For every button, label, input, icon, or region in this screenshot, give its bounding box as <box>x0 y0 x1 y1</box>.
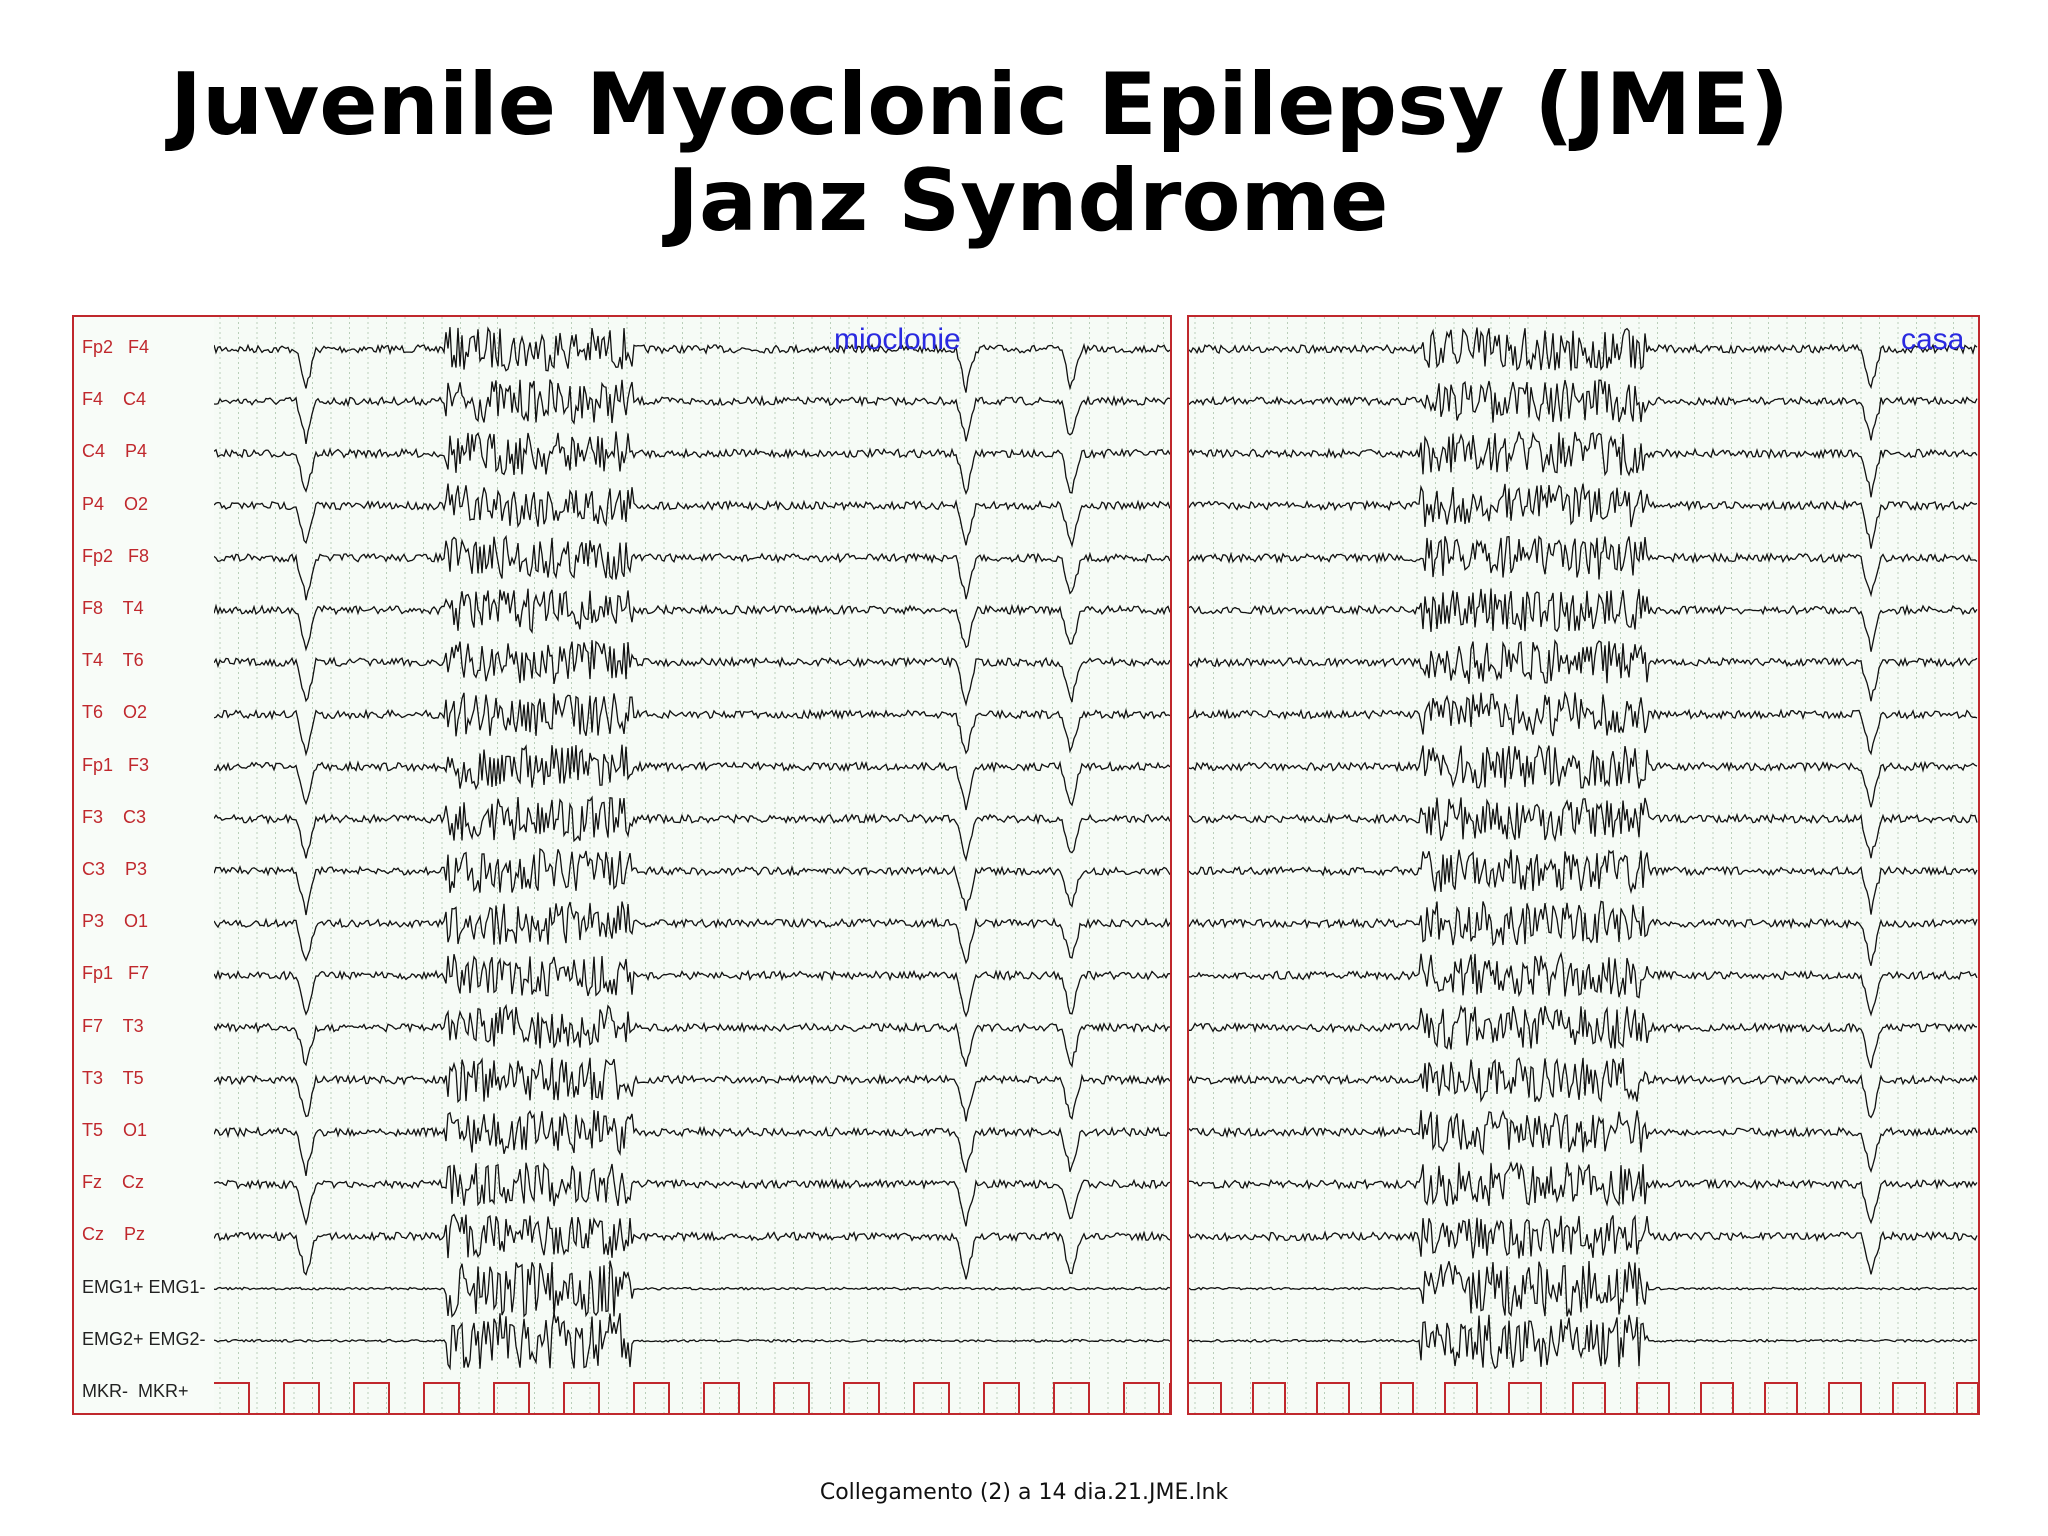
eeg-trace <box>214 588 1170 652</box>
channel-label: T3 T5 <box>82 1067 144 1088</box>
channel-label: F7 T3 <box>82 1015 144 1036</box>
channel-label: Cz Pz <box>82 1224 146 1245</box>
eeg-trace <box>214 640 1170 707</box>
eeg-trace <box>214 1003 1170 1068</box>
channel-label: P4 O2 <box>82 493 149 514</box>
eeg-trace <box>214 1382 1170 1413</box>
channel-label: EMG2+ EMG2- <box>82 1328 206 1349</box>
eeg-trace <box>214 1312 1170 1371</box>
channel-label: C3 P3 <box>82 859 148 879</box>
channel-label: T5 O1 <box>82 1120 148 1140</box>
eeg-trace <box>1189 1057 1978 1119</box>
channel-label: F3 C3 <box>82 806 147 827</box>
eeg-trace <box>214 1161 1170 1227</box>
eeg-trace <box>214 744 1170 811</box>
eeg-trace <box>214 1109 1170 1177</box>
slide-footer: Collegamento (2) a 14 dia.21.JME.lnk <box>819 1480 1229 1505</box>
channel-label: T6 O2 <box>82 702 148 723</box>
eeg-trace <box>214 795 1170 862</box>
eeg-trace <box>1189 588 1978 652</box>
slide-title-line2: Janz Syndrome <box>667 151 1389 251</box>
eeg-trace <box>214 483 1170 548</box>
eeg-trace <box>1189 1382 1978 1413</box>
eeg-trace <box>1189 1160 1978 1225</box>
eeg-trace <box>214 431 1170 496</box>
eeg-trace <box>1189 1214 1978 1275</box>
eeg-panel-left: Fp2 F4 F4 C4 C4 P4 P4 O2 Fp2 F8 F8 T4 T4 T6 T6 … <box>72 315 1172 1415</box>
eeg-trace <box>1189 1260 1978 1318</box>
annotation-casa: casa <box>1901 323 1965 356</box>
eeg-traces-right <box>1189 317 1978 1413</box>
eeg-trace <box>214 1260 1170 1318</box>
slide-title-line1: Juvenile Myoclonic Epilepsy (JME) <box>170 55 1790 155</box>
channel-label-column: Fp2 F4 F4 C4 C4 P4 P4 O2 Fp2 F8 F8 T4 T4 T6 T6 … <box>74 317 214 1413</box>
eeg-trace <box>1189 379 1978 441</box>
channel-label: P3 O1 <box>82 911 149 932</box>
eeg-trace <box>1189 431 1978 498</box>
eeg-trace <box>214 901 1170 965</box>
channel-label: F8 T4 <box>82 598 144 618</box>
eeg-traces-left <box>214 317 1170 1413</box>
channel-label: F4 C4 <box>82 389 147 410</box>
eeg-trace <box>1189 1109 1978 1174</box>
eeg-trace <box>1189 900 1978 966</box>
channel-label: C4 P4 <box>82 441 148 462</box>
eeg-panel-right: casa <box>1187 315 1980 1415</box>
channel-label: Fp1 F7 <box>82 963 150 984</box>
eeg-trace <box>214 692 1170 757</box>
eeg-trace <box>1189 951 1978 1017</box>
eeg-trace <box>1189 327 1978 390</box>
eeg-trace <box>1189 744 1978 808</box>
eeg-trace <box>214 848 1170 916</box>
eeg-trace <box>1189 535 1978 598</box>
eeg-trace <box>214 534 1170 601</box>
eeg-trace <box>1189 797 1978 859</box>
eeg-trace <box>214 1057 1170 1122</box>
eeg-trace <box>214 954 1170 1018</box>
eeg-trace <box>1189 1004 1978 1069</box>
channel-label: Fp1 F3 <box>82 754 150 775</box>
eeg-trace <box>1189 690 1978 756</box>
eeg-trace <box>214 326 1170 393</box>
channel-label: T4 T6 <box>82 650 144 671</box>
eeg-trace <box>1189 483 1978 549</box>
eeg-trace <box>214 379 1170 445</box>
channel-label: Fz Cz <box>82 1172 144 1193</box>
channel-label: Fp2 F8 <box>82 545 150 566</box>
annotation-mioclonie: mioclonie <box>834 323 961 356</box>
eeg-trace <box>1189 849 1978 915</box>
channel-label: MKR- MKR+ <box>82 1381 189 1401</box>
channel-label: EMG1+ EMG1- <box>82 1276 206 1297</box>
eeg-trace <box>1189 638 1978 702</box>
eeg-trace <box>214 1213 1170 1280</box>
channel-label: Fp2 F4 <box>82 337 150 357</box>
eeg-trace <box>1189 1314 1978 1370</box>
